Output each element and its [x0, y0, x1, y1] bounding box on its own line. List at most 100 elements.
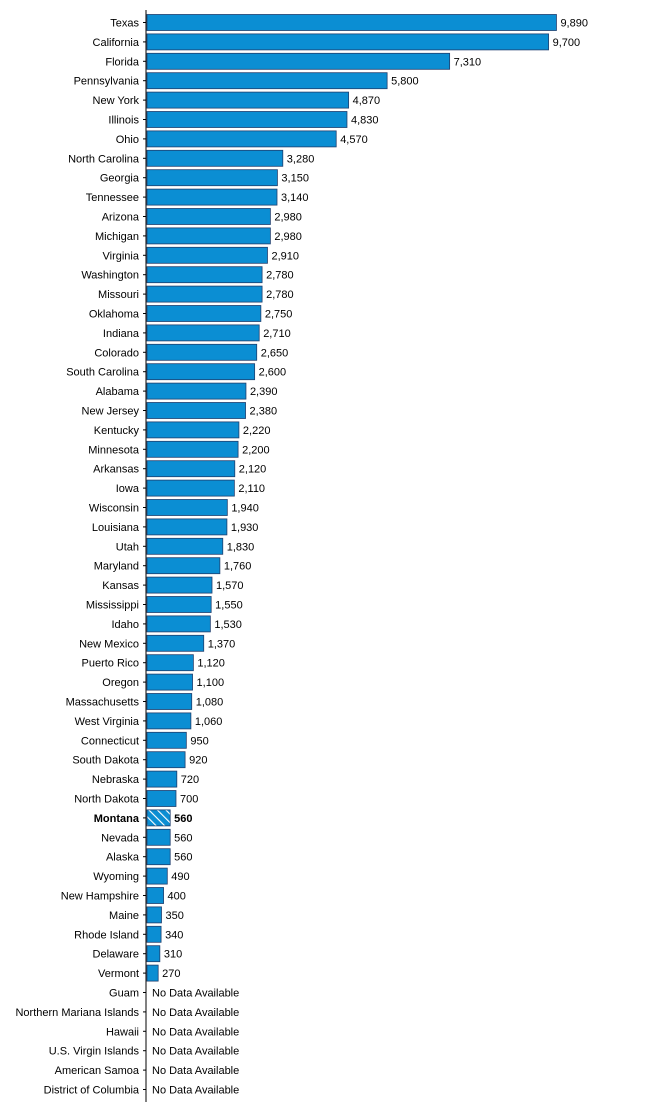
bar-wyoming	[146, 867, 168, 885]
value-label-iowa: 2,110	[238, 483, 265, 495]
category-label-ohio: Ohio	[116, 134, 139, 146]
value-label-indiana: 2,710	[263, 328, 291, 340]
no-data-label-hawaii: No Data Available	[152, 1026, 239, 1038]
value-label-washington: 2,780	[266, 270, 294, 282]
bar-mississippi	[146, 596, 212, 613]
bar-michigan	[146, 227, 271, 245]
value-label-massachusetts: 1,080	[196, 697, 224, 709]
value-label-delaware: 310	[164, 949, 182, 961]
category-label-arizona: Arizona	[102, 212, 140, 224]
bar-illinois	[146, 111, 348, 128]
bar-new-mexico	[146, 634, 205, 652]
category-label-louisiana: Louisiana	[92, 522, 140, 534]
value-label-california: 9,700	[553, 37, 581, 49]
bar-new-jersey	[146, 402, 246, 419]
bar-south-dakota	[146, 751, 186, 769]
bar-delaware	[146, 945, 161, 963]
category-label-maine: Maine	[109, 910, 139, 922]
value-label-new-hampshire: 400	[168, 891, 186, 903]
category-label-florida: Florida	[105, 56, 140, 68]
value-label-maryland: 1,760	[224, 561, 252, 573]
bar-oregon	[146, 673, 193, 691]
bar-puerto-rico	[146, 654, 194, 672]
category-label-virginia: Virginia	[103, 250, 140, 262]
bar-maryland	[146, 557, 221, 575]
value-label-new-mexico: 1,370	[208, 638, 236, 650]
bar-connecticut	[146, 731, 187, 749]
category-label-new-mexico: New Mexico	[79, 638, 139, 650]
value-label-west-virginia: 1,060	[195, 716, 223, 728]
bar-nevada	[146, 828, 171, 846]
value-label-utah: 1,830	[227, 541, 255, 553]
value-label-florida: 7,310	[454, 56, 482, 68]
category-label-utah: Utah	[116, 541, 139, 553]
category-label-maryland: Maryland	[94, 561, 139, 573]
bar-missouri	[146, 285, 263, 303]
bar-idaho	[146, 615, 211, 633]
bar-arizona	[146, 208, 271, 225]
category-label-texas: Texas	[110, 18, 139, 30]
category-label-mississippi: Mississippi	[86, 600, 139, 612]
category-label-washington: Washington	[81, 270, 139, 282]
category-label-wisconsin: Wisconsin	[89, 503, 139, 515]
bar-arkansas	[146, 460, 236, 478]
bar-texas	[146, 14, 557, 31]
bar-tennessee	[146, 188, 278, 206]
no-data-label-guam: No Data Available	[152, 988, 239, 1000]
no-data-label-district-of-columbia: No Data Available	[152, 1085, 239, 1097]
category-label-hawaii: Hawaii	[106, 1026, 139, 1038]
value-label-north-dakota: 700	[180, 794, 198, 806]
bar-alabama	[146, 382, 247, 400]
bar-california	[146, 33, 549, 51]
bar-north-carolina	[146, 149, 284, 167]
value-label-group: 9,890 9,700 7,310 5,800 4,870 4,830 4,570 3,280…	[152, 18, 588, 1097]
value-label-kansas: 1,570	[216, 580, 244, 592]
value-label-colorado: 2,650	[261, 347, 289, 359]
category-label-nebraska: Nebraska	[92, 774, 140, 786]
category-label-nevada: Nevada	[101, 832, 140, 844]
bar-minnesota	[146, 440, 239, 458]
category-label-montana: Montana	[94, 813, 140, 825]
category-label-district-of-columbia: District of Columbia	[44, 1085, 140, 1097]
category-label-arkansas: Arkansas	[93, 464, 139, 476]
category-label-colorado: Colorado	[94, 347, 139, 359]
category-label-northern-mariana-islands: Northern Mariana Islands	[15, 1007, 139, 1019]
bar-alaska	[146, 848, 171, 866]
category-label-kansas: Kansas	[102, 580, 139, 592]
value-label-oregon: 1,100	[197, 677, 225, 689]
category-label-u-s-virgin-islands: U.S. Virgin Islands	[49, 1046, 140, 1058]
value-label-idaho: 1,530	[214, 619, 242, 631]
category-label-tennessee: Tennessee	[86, 192, 139, 204]
category-label-south-carolina: South Carolina	[66, 367, 140, 379]
value-label-pennsylvania: 5,800	[391, 76, 419, 88]
bar-group	[146, 14, 557, 982]
bar-south-carolina	[146, 363, 256, 381]
value-label-texas: 9,890	[560, 18, 588, 30]
category-label-kentucky: Kentucky	[94, 425, 140, 437]
bar-iowa	[146, 479, 235, 497]
value-label-wisconsin: 1,940	[231, 503, 259, 515]
bar-wisconsin	[146, 499, 228, 516]
value-label-louisiana: 1,930	[231, 522, 259, 534]
value-label-south-carolina: 2,600	[259, 367, 287, 379]
category-label-oklahoma: Oklahoma	[89, 309, 140, 321]
category-label-iowa: Iowa	[116, 483, 140, 495]
category-label-south-dakota: South Dakota	[72, 755, 140, 767]
value-label-new-york: 4,870	[353, 95, 381, 107]
category-label-michigan: Michigan	[95, 231, 139, 243]
value-label-puerto-rico: 1,120	[197, 658, 225, 670]
bar-nebraska	[146, 770, 178, 788]
value-label-arizona: 2,980	[274, 212, 302, 224]
value-label-vermont: 270	[162, 968, 180, 980]
bar-oklahoma	[146, 305, 262, 322]
bar-rhode-island	[146, 925, 162, 943]
value-label-oklahoma: 2,750	[265, 309, 293, 321]
value-label-arkansas: 2,120	[239, 464, 267, 476]
bar-montana	[146, 809, 171, 827]
bar-kentucky	[146, 421, 240, 439]
category-label-alaska: Alaska	[106, 852, 140, 864]
category-label-indiana: Indiana	[103, 328, 140, 340]
no-data-label-u-s-virgin-islands: No Data Available	[152, 1046, 239, 1058]
category-label-pennsylvania: Pennsylvania	[74, 76, 140, 88]
